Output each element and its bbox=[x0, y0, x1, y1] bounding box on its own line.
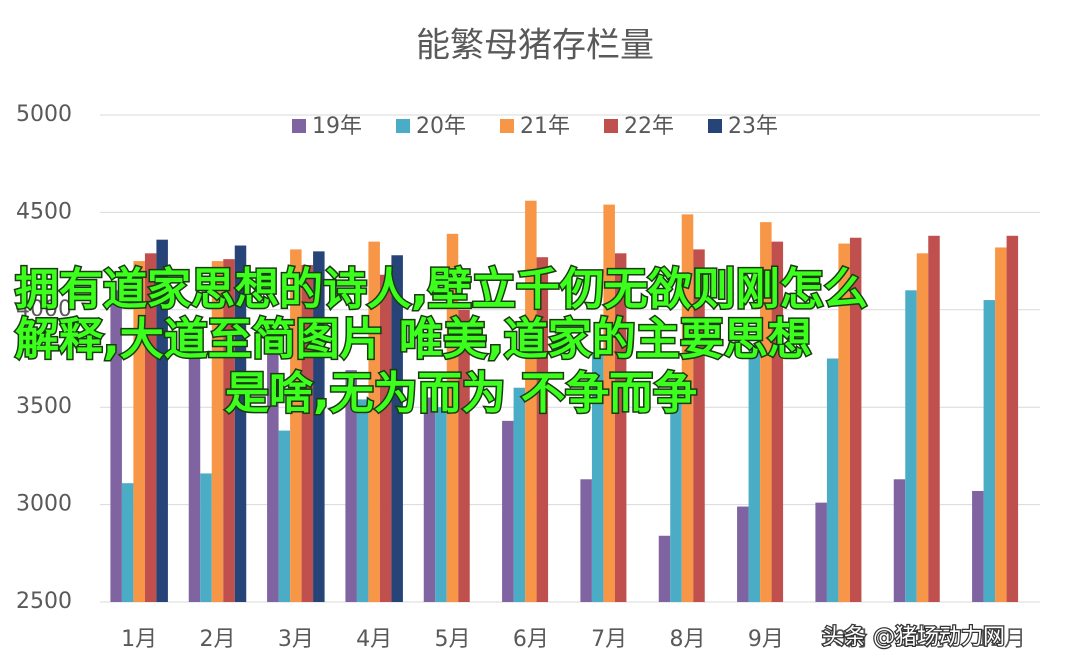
bar bbox=[670, 387, 682, 602]
x-tick-label: 3月 bbox=[278, 627, 314, 652]
bar bbox=[345, 370, 357, 602]
x-tick-label: 5月 bbox=[435, 627, 471, 652]
bar bbox=[603, 204, 615, 602]
overlay-text: 拥有道家思想的诗人,壁立千仞无欲则刚怎么 bbox=[15, 264, 868, 315]
bar bbox=[658, 535, 671, 602]
y-tick-label: 2500 bbox=[16, 589, 72, 614]
x-tick-label: 12月 bbox=[976, 627, 1026, 652]
bar bbox=[290, 249, 302, 603]
legend-label: 22年 bbox=[624, 114, 674, 139]
bar bbox=[760, 222, 772, 602]
overlay-text: 是啥,无为而为 不争而争 bbox=[225, 368, 697, 419]
bar bbox=[356, 399, 369, 602]
bar bbox=[983, 300, 996, 602]
bar bbox=[591, 354, 604, 602]
bar bbox=[849, 237, 862, 602]
bar bbox=[301, 264, 314, 602]
x-tick-label: 8月 bbox=[670, 627, 706, 652]
bar bbox=[446, 233, 459, 602]
bar bbox=[188, 329, 201, 602]
bar bbox=[458, 309, 470, 602]
legend-label: 23年 bbox=[728, 114, 778, 139]
bar bbox=[211, 261, 224, 602]
legend-swatch bbox=[500, 119, 514, 133]
bar bbox=[536, 257, 549, 602]
bar bbox=[893, 479, 906, 602]
bar bbox=[423, 397, 436, 602]
x-tick-label: 6月 bbox=[513, 627, 549, 652]
legend-label: 21年 bbox=[520, 114, 570, 139]
x-tick-label: 11月 bbox=[898, 627, 948, 652]
bar bbox=[580, 479, 592, 602]
bar bbox=[379, 274, 392, 602]
y-tick-label: 3000 bbox=[16, 492, 72, 517]
bar bbox=[972, 490, 984, 602]
bar bbox=[995, 247, 1007, 603]
legend-swatch bbox=[292, 119, 306, 133]
legend-label: 20年 bbox=[416, 114, 466, 139]
bar bbox=[144, 253, 157, 603]
bar bbox=[513, 387, 526, 602]
legend-swatch bbox=[708, 119, 722, 133]
bar bbox=[121, 483, 134, 602]
bar bbox=[614, 253, 627, 603]
bar bbox=[234, 245, 247, 603]
bar bbox=[278, 430, 291, 602]
bar bbox=[838, 243, 850, 602]
y-tick-label: 5000 bbox=[16, 102, 72, 127]
bar bbox=[391, 255, 403, 603]
bar bbox=[267, 348, 279, 602]
y-tick-label: 4500 bbox=[16, 199, 72, 224]
bar bbox=[928, 235, 940, 602]
bar bbox=[502, 420, 514, 602]
legend-swatch bbox=[604, 119, 618, 133]
legend-swatch bbox=[396, 119, 410, 133]
overlay-text: 解释,大道至简图片 唯美,道家的主要思想 bbox=[15, 314, 812, 365]
bar bbox=[905, 290, 917, 602]
bar bbox=[826, 358, 839, 602]
bar bbox=[693, 249, 705, 603]
bar bbox=[110, 290, 122, 602]
bar bbox=[1006, 235, 1019, 602]
x-tick-label: 4月 bbox=[356, 627, 392, 652]
chart-title: 能繁母猪存栏量 bbox=[416, 26, 654, 66]
bar bbox=[771, 241, 784, 602]
bar bbox=[916, 253, 929, 603]
x-tick-label: 7月 bbox=[591, 627, 627, 652]
x-tick-label: 10月 bbox=[819, 627, 869, 652]
x-tick-label: 9月 bbox=[748, 627, 784, 652]
x-tick-label: 2月 bbox=[200, 627, 236, 652]
bar bbox=[435, 407, 447, 602]
bar bbox=[200, 473, 212, 602]
watermark: 头条 @猪场动力网 bbox=[822, 625, 1005, 650]
bar bbox=[737, 506, 749, 602]
bar bbox=[156, 239, 168, 602]
bar bbox=[815, 502, 827, 602]
bar bbox=[133, 261, 145, 602]
legend-label: 19年 bbox=[312, 114, 362, 139]
x-tick-label: 1月 bbox=[121, 627, 157, 652]
bar bbox=[748, 344, 761, 602]
bar bbox=[368, 241, 380, 602]
y-tick-label: 3500 bbox=[16, 394, 72, 419]
bar bbox=[525, 200, 537, 602]
bar bbox=[681, 214, 694, 602]
bar bbox=[223, 259, 235, 602]
bar bbox=[313, 251, 325, 603]
y-tick-label: 4000 bbox=[16, 297, 72, 322]
